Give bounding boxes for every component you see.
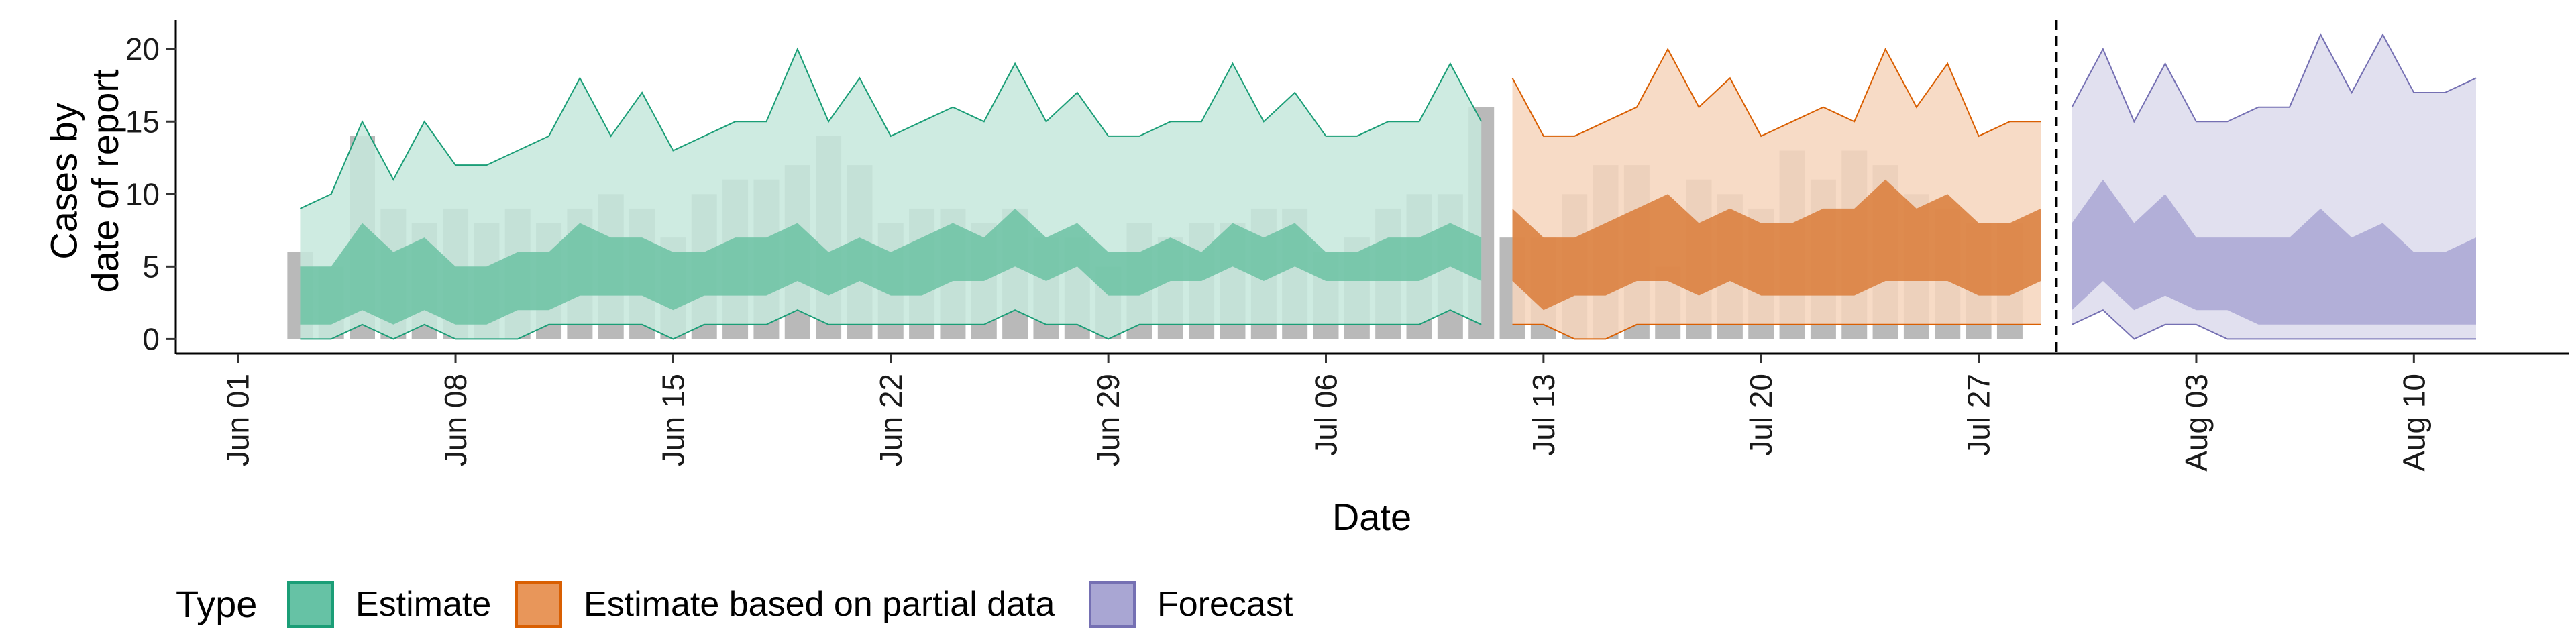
band-upper-line [299, 47, 1483, 209]
band-upper-line [1511, 47, 2041, 138]
y-tick-label: 20 [125, 32, 160, 66]
x-tick-label: Aug 03 [2179, 374, 2214, 472]
x-tick-label: Jun 08 [438, 374, 473, 466]
x-tick-label: Aug 10 [2396, 374, 2431, 472]
x-tick-label: Jul 13 [1526, 374, 1561, 456]
legend-items: Estimate Estimate based on partial data Fo… [287, 581, 1293, 628]
x-axis-ticks: Jun 01 Jun 08 Jun 15 Jun 22 Jun 29 Jul 06 Jul … [221, 354, 2431, 472]
x-tick-label: Jun 01 [221, 374, 256, 466]
y-axis-title-line: Cases by [42, 103, 85, 259]
legend-key [515, 581, 562, 628]
legend-label: Estimate based on partial data [584, 585, 1055, 624]
legend-key [287, 581, 334, 628]
legend: Type Estimate Estimate based on partial d… [176, 581, 1293, 628]
y-tick-label: 0 [142, 321, 160, 356]
band-upper-line [2071, 33, 2477, 123]
y-tick-label: 10 [125, 176, 160, 211]
legend-title: Type [176, 583, 257, 625]
bands-layer [299, 33, 2477, 340]
x-tick-label: Jun 15 [655, 374, 690, 466]
band-50 [1512, 179, 2041, 311]
y-axis-ticks: 0 5 10 15 20 [125, 32, 176, 356]
x-axis-title: Date [1332, 496, 1411, 538]
band-lower-line [300, 309, 1482, 340]
legend-key [1089, 581, 1136, 628]
y-tick-label: 5 [142, 249, 160, 284]
legend-label: Forecast [1157, 585, 1293, 624]
y-tick-label: 15 [125, 104, 160, 139]
x-tick-label: Jul 20 [1743, 374, 1778, 456]
band-lower-line [1512, 323, 2041, 340]
legend-label: Estimate [356, 585, 491, 624]
band-lower-line [2072, 309, 2476, 340]
y-axis-title: Cases bydate of report [42, 69, 126, 293]
x-tick-label: Jun 22 [873, 374, 908, 466]
y-axis-title-line: date of report [84, 69, 126, 293]
x-tick-label: Jun 29 [1091, 374, 1126, 466]
x-tick-label: Jul 27 [1962, 374, 1996, 456]
x-tick-label: Jul 06 [1308, 374, 1343, 456]
band-50 [300, 208, 1482, 325]
band-50 [2072, 179, 2476, 325]
